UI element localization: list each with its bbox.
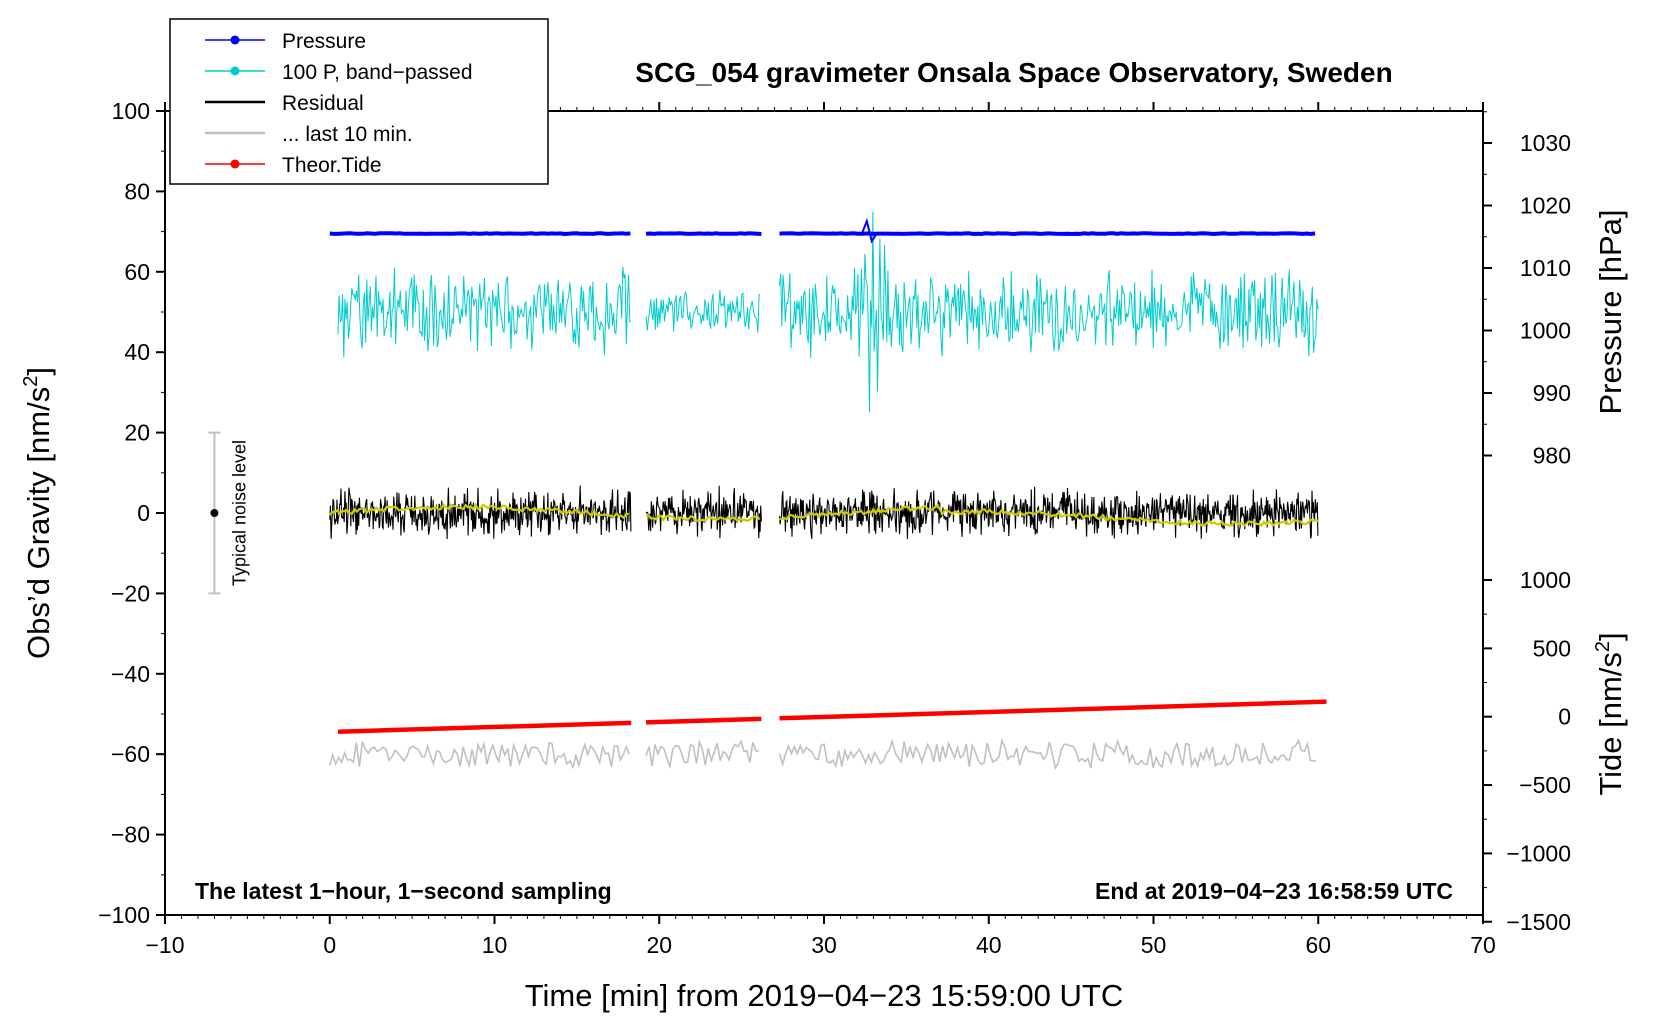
pressure-tick-label: 980 <box>1533 443 1571 469</box>
series--last-10-min- <box>645 739 759 770</box>
ticks-layer: −10 0 10 20 30 40 50 60 70100806040200−20−40−60−… <box>98 98 1571 958</box>
x-tick-label: 70 <box>1470 932 1496 958</box>
legend-label: Pressure <box>282 30 366 53</box>
y-tick-label: 40 <box>124 339 150 365</box>
series-pressure <box>645 231 762 236</box>
x-tick-label: 10 <box>482 932 508 958</box>
x-tick-label: −10 <box>145 932 184 958</box>
series-residual-smoothed <box>779 503 1319 528</box>
series-residual-smoothed <box>328 502 630 520</box>
legend-item: Theor.Tide <box>205 154 382 177</box>
annotation-latest-hour: The latest 1−hour, 1−second sampling <box>195 878 612 904</box>
series-100-p-band-passed <box>779 211 1319 413</box>
y-axis-title-left-sup: 2 <box>20 376 42 387</box>
series-theor-tide <box>646 716 762 725</box>
annotation-end-time: End at 2019−04−23 16:58:59 UTC <box>1095 878 1453 904</box>
legend-label: 100 P, band−passed <box>282 61 473 84</box>
chart-title: SCG_054 gravimeter Onsala Space Observat… <box>635 57 1392 88</box>
y-tick-label: −20 <box>111 580 150 606</box>
x-axis-title: Time [min] from 2019−04−23 15:59:00 UTC <box>525 978 1124 1013</box>
legend-item: ... last 10 min. <box>205 123 413 146</box>
x-tick-label: 50 <box>1141 932 1167 958</box>
y-tick-label: 80 <box>124 178 150 204</box>
series--last-10-min- <box>329 740 631 770</box>
legend-swatch-marker <box>230 66 240 76</box>
pressure-tick-label: 1020 <box>1520 193 1571 219</box>
series-theor-tide <box>779 699 1327 721</box>
tide-tick-label: −1000 <box>1506 840 1571 866</box>
series--last-10-min- <box>778 737 1317 771</box>
legend-item: Pressure <box>205 30 366 53</box>
series-residual <box>778 486 1319 540</box>
y-axis-title-left: Obs’d Gravity [nm/s2] <box>20 367 56 659</box>
pressure-tick-label: 1010 <box>1520 255 1571 281</box>
y-tick-label: −80 <box>111 822 150 848</box>
x-tick-label: 0 <box>323 932 336 958</box>
legend-swatch-marker <box>230 35 240 45</box>
y-tick-label: −60 <box>111 741 150 767</box>
x-tick-label: 60 <box>1305 932 1331 958</box>
pressure-tick-label: 990 <box>1533 380 1571 406</box>
series-100-p-band-passed <box>645 289 761 333</box>
y-axis-title-tide: Tide [nm/s2] <box>1592 632 1628 795</box>
series-100-p-band-passed <box>337 266 632 358</box>
series-residual <box>645 485 762 539</box>
legend-swatch-marker <box>230 159 240 169</box>
tide-tick-label: 0 <box>1558 704 1571 730</box>
tide-tick-label: 500 <box>1533 635 1571 661</box>
y-tick-label: 100 <box>112 98 150 124</box>
legend: Pressure 100 P, band−passed Residual ... la… <box>169 18 549 185</box>
legend-label: Residual <box>282 92 364 115</box>
y-tick-label: −40 <box>111 661 150 687</box>
noise-bar-center-dot <box>210 509 219 517</box>
y-tick-label: −100 <box>98 902 150 928</box>
series-pressure <box>779 231 1316 237</box>
series-residual <box>329 485 632 540</box>
series-theor-tide <box>337 720 632 734</box>
tide-tick-label: −1500 <box>1506 909 1571 935</box>
series-pressure <box>329 231 631 237</box>
pressure-tick-label: 1000 <box>1520 318 1571 344</box>
y-tick-label: 0 <box>137 500 150 526</box>
x-tick-label: 30 <box>811 932 837 958</box>
noise-level-bar: Typical noise level <box>208 431 249 595</box>
noise-level-label: Typical noise level <box>229 440 249 586</box>
tide-tick-label: 1000 <box>1520 567 1571 593</box>
legend-item: 100 P, band−passed <box>205 61 473 84</box>
legend-label: Theor.Tide <box>282 154 382 177</box>
series-layer <box>328 211 1327 771</box>
series-pressure-spike <box>860 217 878 244</box>
y-tick-label: 60 <box>124 259 150 285</box>
y-axis-title-tide-sup: 2 <box>1592 641 1614 652</box>
x-tick-label: 20 <box>646 932 672 958</box>
series-residual-smoothed <box>645 514 761 523</box>
x-tick-label: 40 <box>976 932 1002 958</box>
legend-label: ... last 10 min. <box>282 123 413 146</box>
pressure-tick-label: 1030 <box>1520 130 1571 156</box>
y-axis-title-pressure: Pressure [hPa] <box>1593 209 1628 414</box>
y-tick-label: 20 <box>124 420 150 446</box>
tide-tick-label: −500 <box>1519 772 1571 798</box>
legend-item: Residual <box>205 92 364 115</box>
